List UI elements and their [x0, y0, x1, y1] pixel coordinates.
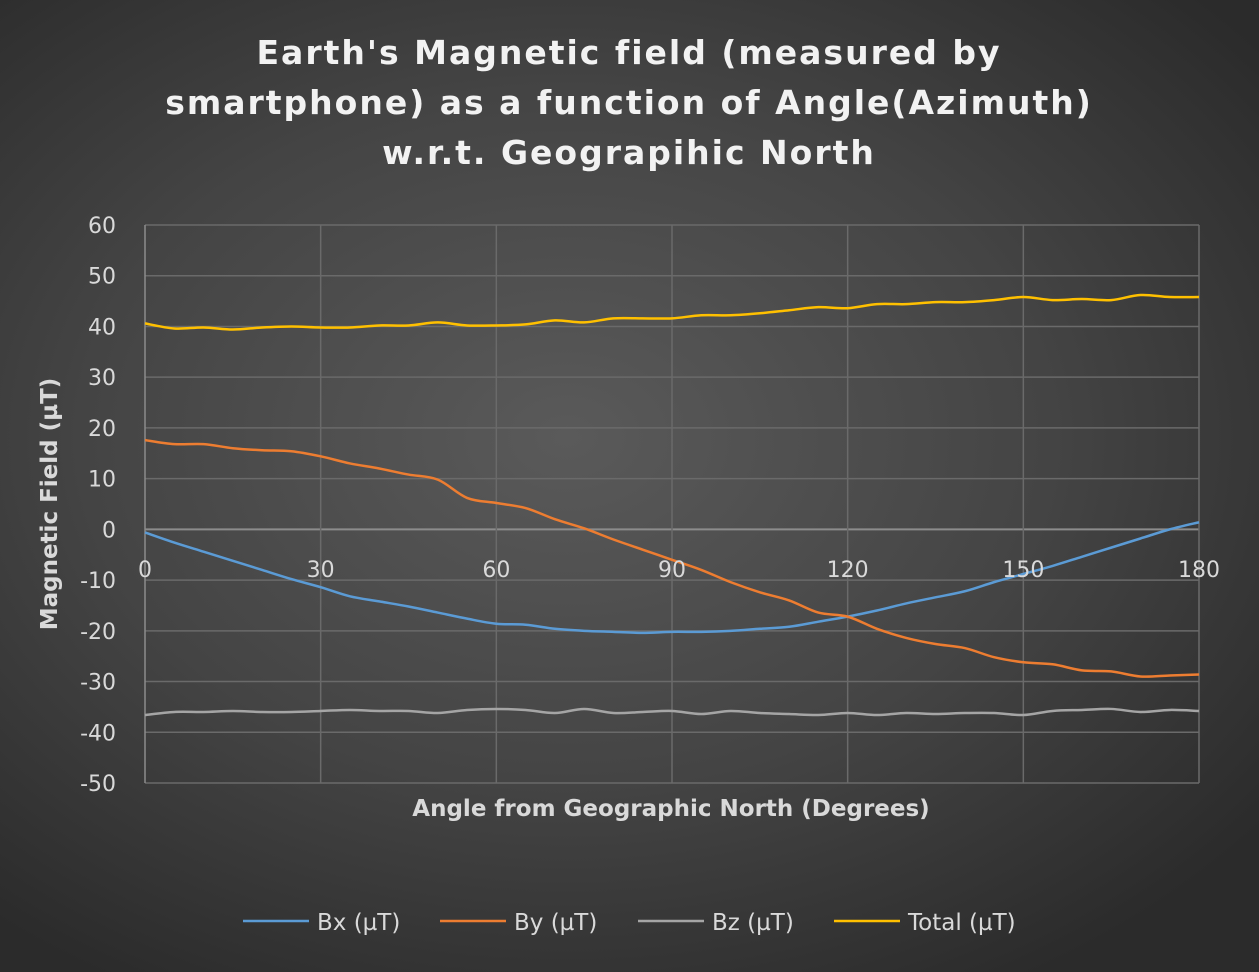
series-line-by	[144, 438, 1200, 678]
y-tick-label: -50	[80, 772, 116, 797]
legend-label: Bx (µT)	[317, 910, 400, 936]
series-line-bx	[144, 521, 1200, 635]
x-axis-label: Angle from Geographic North (Degrees)	[412, 796, 929, 822]
chart-title: Earth's Magnetic field (measured by smar…	[165, 33, 1093, 172]
legend-item: Bx (µT)	[243, 910, 400, 936]
chart-title-line-3: w.r.t. Geograpihic North	[382, 133, 876, 172]
y-tick-label: 30	[88, 366, 116, 391]
x-tick-label: 120	[827, 558, 869, 583]
legend-item: Bz (µT)	[638, 910, 794, 936]
y-tick-label: 10	[88, 468, 116, 493]
y-tick-label: 0	[102, 518, 116, 543]
y-tick-label: 60	[88, 214, 116, 239]
gridlines	[144, 224, 1200, 784]
y-tick-label: -20	[80, 620, 116, 645]
y-axis-ticks: 60 50 40 30 20 10 0 -10 -20 -30 -40 -50	[80, 214, 116, 797]
legend-item: Total (µT)	[834, 910, 1016, 936]
y-tick-label: 20	[88, 417, 116, 442]
chart-title-line-1: Earth's Magnetic field (measured by	[257, 33, 1002, 72]
y-tick-label: 40	[88, 315, 116, 340]
legend: Bx (µT) By (µT) Bz (µT) Total (µT)	[243, 910, 1016, 936]
chart-title-line-2: smartphone) as a function of Angle(Azimu…	[165, 83, 1093, 122]
series-line-bz	[144, 707, 1200, 717]
legend-label: Total (µT)	[907, 910, 1016, 936]
x-tick-label: 60	[482, 558, 510, 583]
y-tick-label: -40	[80, 721, 116, 746]
y-tick-label: -30	[80, 671, 116, 696]
y-tick-label: 50	[88, 265, 116, 290]
x-tick-label: 0	[138, 558, 152, 583]
legend-item: By (µT)	[440, 910, 597, 936]
y-tick-label: -10	[80, 569, 116, 594]
series-lines	[144, 293, 1200, 717]
x-tick-label: 90	[658, 558, 686, 583]
series-line-total	[144, 293, 1200, 331]
x-tick-label: 30	[307, 558, 335, 583]
y-axis-label: Magnetic Field (µT)	[37, 378, 63, 631]
x-tick-label: 150	[1002, 558, 1044, 583]
legend-label: Bz (µT)	[712, 910, 794, 936]
x-tick-label: 180	[1178, 558, 1220, 583]
legend-label: By (µT)	[514, 910, 597, 936]
x-axis-ticks: 0 30 60 90 120 150 180	[138, 558, 1220, 583]
